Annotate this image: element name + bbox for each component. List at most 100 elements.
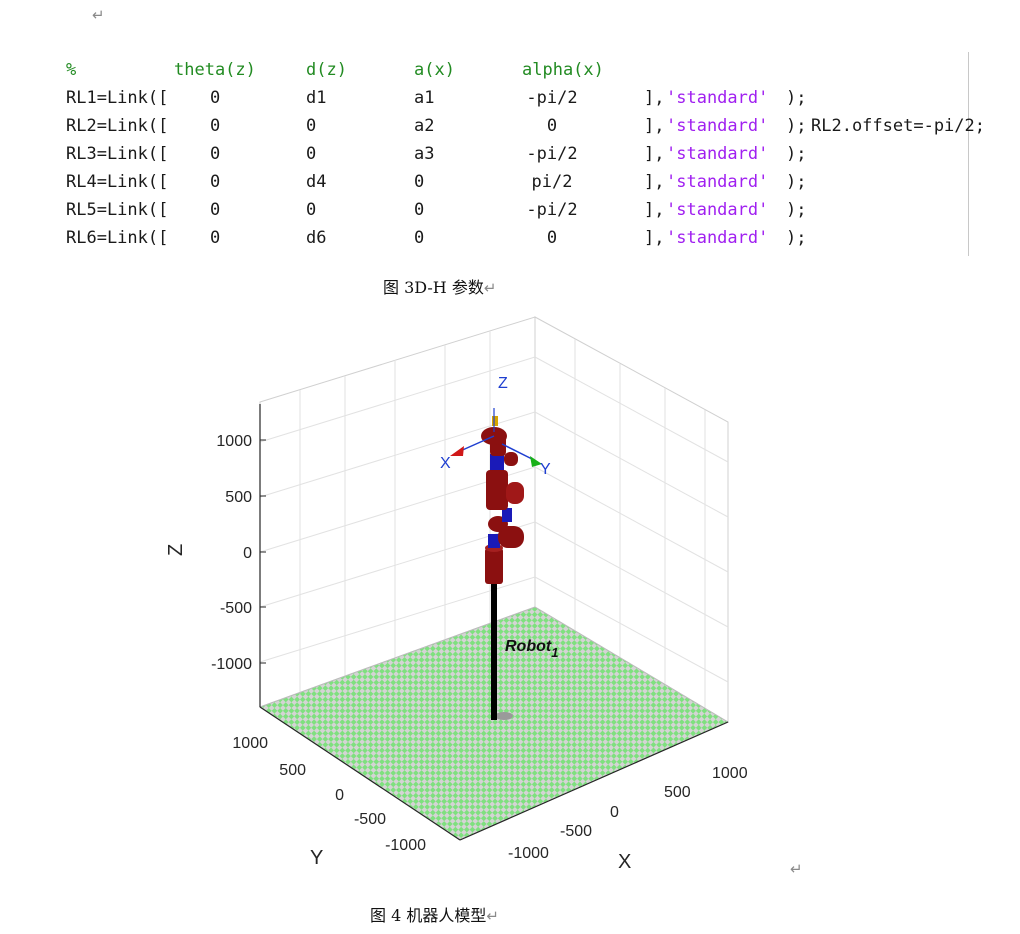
code-string: 'standard' — [666, 172, 769, 192]
code-a-value: a3 — [414, 144, 435, 164]
z-tick-marks — [260, 439, 266, 664]
robot-link — [506, 482, 524, 504]
robot-name-label: Robot1 — [505, 638, 558, 660]
frame-y-arrow — [530, 456, 542, 467]
figure-3-caption: 图 3D-H 参数↵ — [383, 274, 496, 298]
code-link-call: RL2=Link([ — [66, 116, 169, 136]
code-terminator: ); — [786, 88, 807, 108]
code-row: RL3=Link([0 0 a3 -pi/2],'standard'); — [66, 142, 966, 166]
z-tick-label: -500 — [220, 600, 252, 617]
y-tick-label: 500 — [279, 762, 306, 779]
robot-base-shadow — [495, 712, 513, 720]
code-alpha-value: -pi/2 — [526, 88, 578, 108]
code-link-call: RL1=Link([ — [66, 88, 169, 108]
code-string: 'standard' — [666, 228, 769, 248]
z-tick-label: -1000 — [211, 656, 252, 673]
x-tick-label: -500 — [560, 823, 592, 840]
code-d-value: d4 — [306, 172, 327, 192]
code-terminator: ); — [786, 228, 807, 248]
code-terminator: ); — [786, 200, 807, 220]
z-axis-label: Z — [165, 544, 187, 556]
robot-pedestal — [491, 578, 497, 720]
code-bracket: ], — [644, 200, 665, 220]
code-d-value: 0 — [306, 116, 317, 136]
code-string: 'standard' — [666, 88, 769, 108]
back-grid — [259, 316, 729, 723]
code-bracket: ], — [644, 172, 665, 192]
code-theta-value: 0 — [210, 172, 221, 192]
robot-link — [504, 452, 518, 466]
code-link-call: RL6=Link([ — [66, 228, 169, 248]
x-tick-label: 0 — [610, 804, 619, 821]
x-tick-label: 500 — [664, 784, 691, 801]
header-theta: theta(z) — [174, 60, 256, 80]
y-tick-label: -1000 — [385, 837, 426, 854]
code-link-call: RL5=Link([ — [66, 200, 169, 220]
robot-joint — [502, 508, 512, 522]
robot-link — [485, 548, 503, 584]
robot-model: X Y Z Robot1 — [440, 375, 558, 720]
frame-x-arrow — [450, 446, 464, 456]
code-link-call: RL4=Link([ — [66, 172, 169, 192]
caption-text: 图 3D-H 参数 — [383, 278, 484, 297]
code-row: RL1=Link([ 0 d1 a1 -pi/2],'standard'); — [66, 86, 966, 110]
x-axis-label: X — [618, 851, 631, 872]
paragraph-mark: ↵ — [483, 279, 497, 297]
code-bracket: ], — [644, 88, 665, 108]
code-theta-value: 0 — [210, 88, 221, 108]
z-tick-label: 0 — [243, 545, 252, 562]
robot-joint — [490, 454, 504, 470]
code-theta-value: 0 — [210, 228, 221, 248]
code-a-value: a1 — [414, 88, 435, 108]
z-tick-label: 500 — [225, 489, 252, 506]
code-alpha-value: 0 — [546, 116, 558, 136]
paragraph-mark: ↵ — [790, 860, 803, 878]
code-offset-statement: RL2.offset=-pi/2; — [811, 116, 985, 136]
code-theta-value: 0 — [210, 116, 221, 136]
x-tick-label: -1000 — [508, 845, 549, 862]
code-alpha-value: pi/2 — [531, 172, 573, 192]
code-bracket: ], — [644, 144, 665, 164]
code-row: RL4=Link([ 0 d4 0 pi/2],'standard'); — [66, 170, 966, 194]
code-alpha-value: -pi/2 — [526, 200, 578, 220]
code-theta-value: 0 — [210, 144, 221, 164]
code-a-value: a2 — [414, 116, 435, 136]
frame-y-label: Y — [540, 461, 551, 478]
y-tick-label: -500 — [354, 811, 386, 828]
code-string: 'standard' — [666, 200, 769, 220]
code-row: RL2=Link([ 0 0 a2 0],'standard'); RL2.offset=… — [66, 114, 985, 138]
axis-lines — [259, 404, 729, 841]
code-theta-value: 0 — [210, 200, 221, 220]
figure-4-caption: 图 4 机器人模型↵ — [370, 902, 499, 926]
y-tick-label: 0 — [335, 787, 344, 804]
frame-x-label: X — [440, 455, 451, 472]
robot-joint — [488, 534, 500, 548]
code-link-call: RL3=Link([ — [66, 144, 169, 164]
z-tick-label: 1000 — [216, 433, 252, 450]
paragraph-mark: ↵ — [486, 907, 499, 925]
code-d-value: d1 — [306, 88, 327, 108]
code-d-value: 0 — [306, 200, 317, 220]
code-a-value: 0 — [414, 172, 425, 192]
code-block: % theta(z) d(z) a(x) alpha(x) RL1=Link([… — [66, 52, 985, 258]
code-alpha-value: -pi/2 — [526, 144, 578, 164]
robot-3d-plot: 1000 500 0 -500 -1000 Z 1000 500 0 -500 … — [165, 316, 748, 872]
paragraph-mark: ↵ — [92, 6, 105, 24]
code-bracket: ], — [644, 228, 665, 248]
y-axis-label: Y — [310, 847, 323, 869]
code-divider — [968, 52, 969, 256]
code-a-value: 0 — [414, 200, 425, 220]
code-terminator: ); — [786, 116, 807, 136]
code-bracket: ], — [644, 116, 665, 136]
tool-marker — [492, 416, 498, 426]
code-string: 'standard' — [666, 144, 769, 164]
header-d: d(z) — [306, 60, 347, 80]
code-string: 'standard' — [666, 116, 769, 136]
code-d-value: 0 — [306, 144, 317, 164]
x-tick-label: 1000 — [712, 765, 748, 782]
code-terminator: ); — [786, 172, 807, 192]
robot-link — [498, 526, 524, 548]
robot-link — [486, 470, 508, 510]
code-row: RL5=Link([ 0 0 0 -pi/2],'standard'); — [66, 198, 966, 222]
code-alpha-value: 0 — [546, 228, 558, 248]
